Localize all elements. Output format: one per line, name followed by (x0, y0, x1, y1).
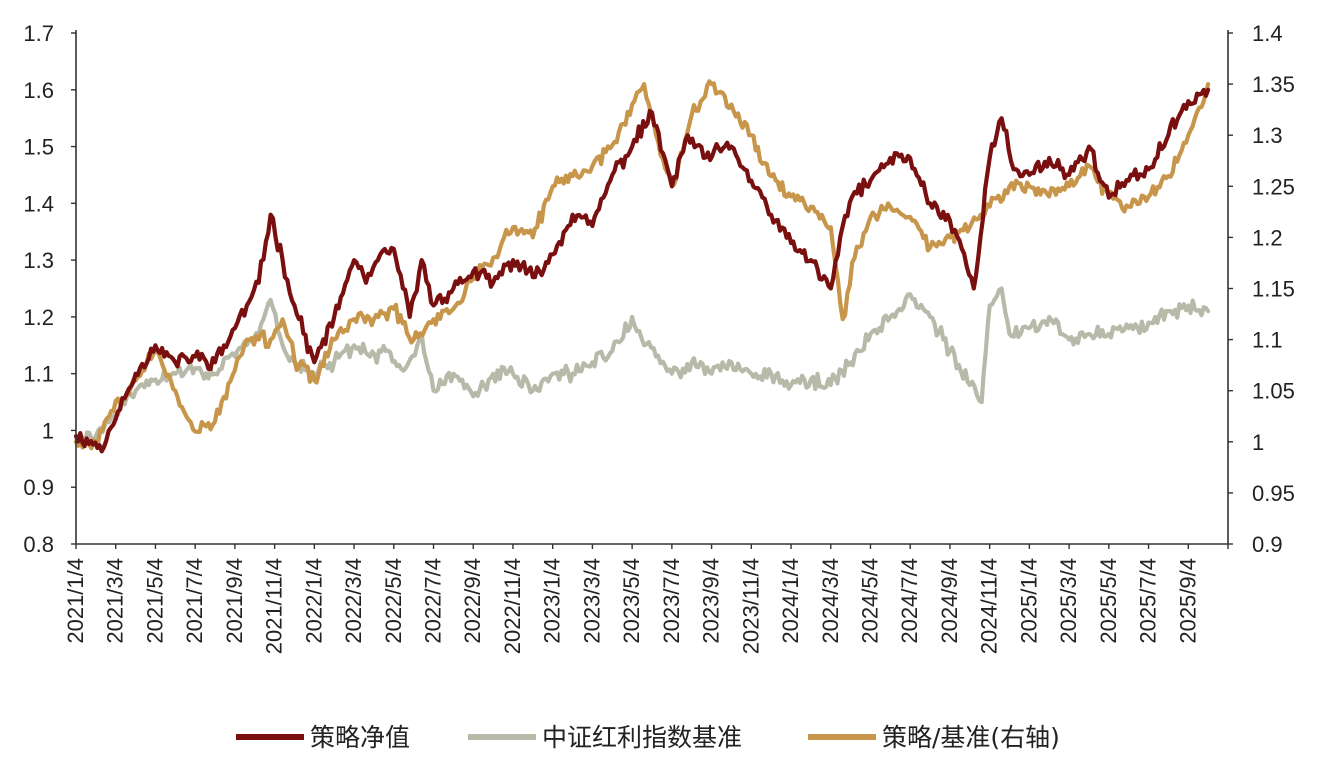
x-tick-label: 2024/5/4 (857, 558, 882, 644)
right-tick-label: 1.3 (1252, 123, 1283, 148)
x-tick-label: 2024/11/4 (977, 558, 1002, 654)
x-tick-label: 2023/5/4 (619, 558, 644, 644)
series-line-1 (73, 286, 1211, 446)
x-tick-label: 2021/7/4 (182, 558, 207, 644)
right-tick-label: 0.9 (1252, 532, 1283, 557)
right-tick-label: 0.95 (1252, 481, 1295, 506)
left-tick-label: 0.9 (23, 475, 54, 500)
x-tick-label: 2021/1/4 (63, 558, 88, 644)
right-tick-label: 1 (1252, 430, 1264, 455)
left-tick-label: 1 (42, 418, 54, 443)
x-tick-label: 2024/1/4 (778, 558, 803, 644)
series-line-2 (73, 79, 1211, 451)
x-tick-label: 2021/9/4 (222, 558, 247, 644)
x-tick-label: 2022/1/4 (301, 558, 326, 644)
x-tick-label: 2021/11/4 (262, 558, 287, 654)
legend-label-1: 中证红利指数基准 (542, 723, 742, 752)
x-tick-label: 2024/3/4 (818, 558, 843, 644)
series-line-0 (73, 87, 1211, 454)
right-tick-label: 1.1 (1252, 328, 1283, 353)
right-tick-label: 1.2 (1252, 225, 1283, 250)
x-tick-label: 2023/11/4 (738, 558, 763, 654)
x-tick-label: 2023/1/4 (540, 558, 565, 644)
legend-label-2: 策略/基准(右轴) (882, 723, 1060, 752)
x-tick-label: 2021/5/4 (142, 558, 167, 644)
x-tick-label: 2025/1/4 (1016, 558, 1041, 644)
x-tick-label: 2022/11/4 (500, 558, 525, 654)
right-tick-label: 1.35 (1252, 72, 1295, 97)
x-tick-label: 2024/7/4 (897, 558, 922, 644)
x-tick-label: 2022/3/4 (341, 558, 366, 644)
x-tick-label: 2025/5/4 (1096, 558, 1121, 644)
x-tick-label: 2021/3/4 (103, 558, 128, 644)
left-tick-label: 1.7 (23, 21, 54, 46)
x-tick-label: 2022/5/4 (381, 558, 406, 644)
x-tick-label: 2024/9/4 (937, 558, 962, 644)
left-tick-label: 1.6 (23, 78, 54, 103)
x-tick-label: 2025/7/4 (1136, 558, 1161, 644)
x-tick-label: 2022/7/4 (421, 558, 446, 644)
left-tick-label: 1.1 (23, 362, 54, 387)
x-tick-label: 2023/9/4 (699, 558, 724, 644)
right-tick-label: 1.25 (1252, 174, 1295, 199)
right-tick-label: 1.4 (1252, 21, 1283, 46)
x-tick-label: 2022/9/4 (460, 558, 485, 644)
left-tick-label: 1.2 (23, 305, 54, 330)
x-tick-label: 2023/7/4 (659, 558, 684, 644)
left-tick-label: 1.3 (23, 248, 54, 273)
left-tick-label: 1.4 (23, 191, 54, 216)
x-tick-label: 2025/9/4 (1175, 558, 1200, 644)
right-tick-label: 1.15 (1252, 277, 1295, 302)
x-tick-label: 2025/3/4 (1056, 558, 1081, 644)
left-tick-label: 0.8 (23, 532, 54, 557)
x-tick-label: 2023/3/4 (579, 558, 604, 644)
left-tick-label: 1.5 (23, 135, 54, 160)
legend-label-0: 策略净值 (310, 723, 410, 752)
right-tick-label: 1.05 (1252, 379, 1295, 404)
